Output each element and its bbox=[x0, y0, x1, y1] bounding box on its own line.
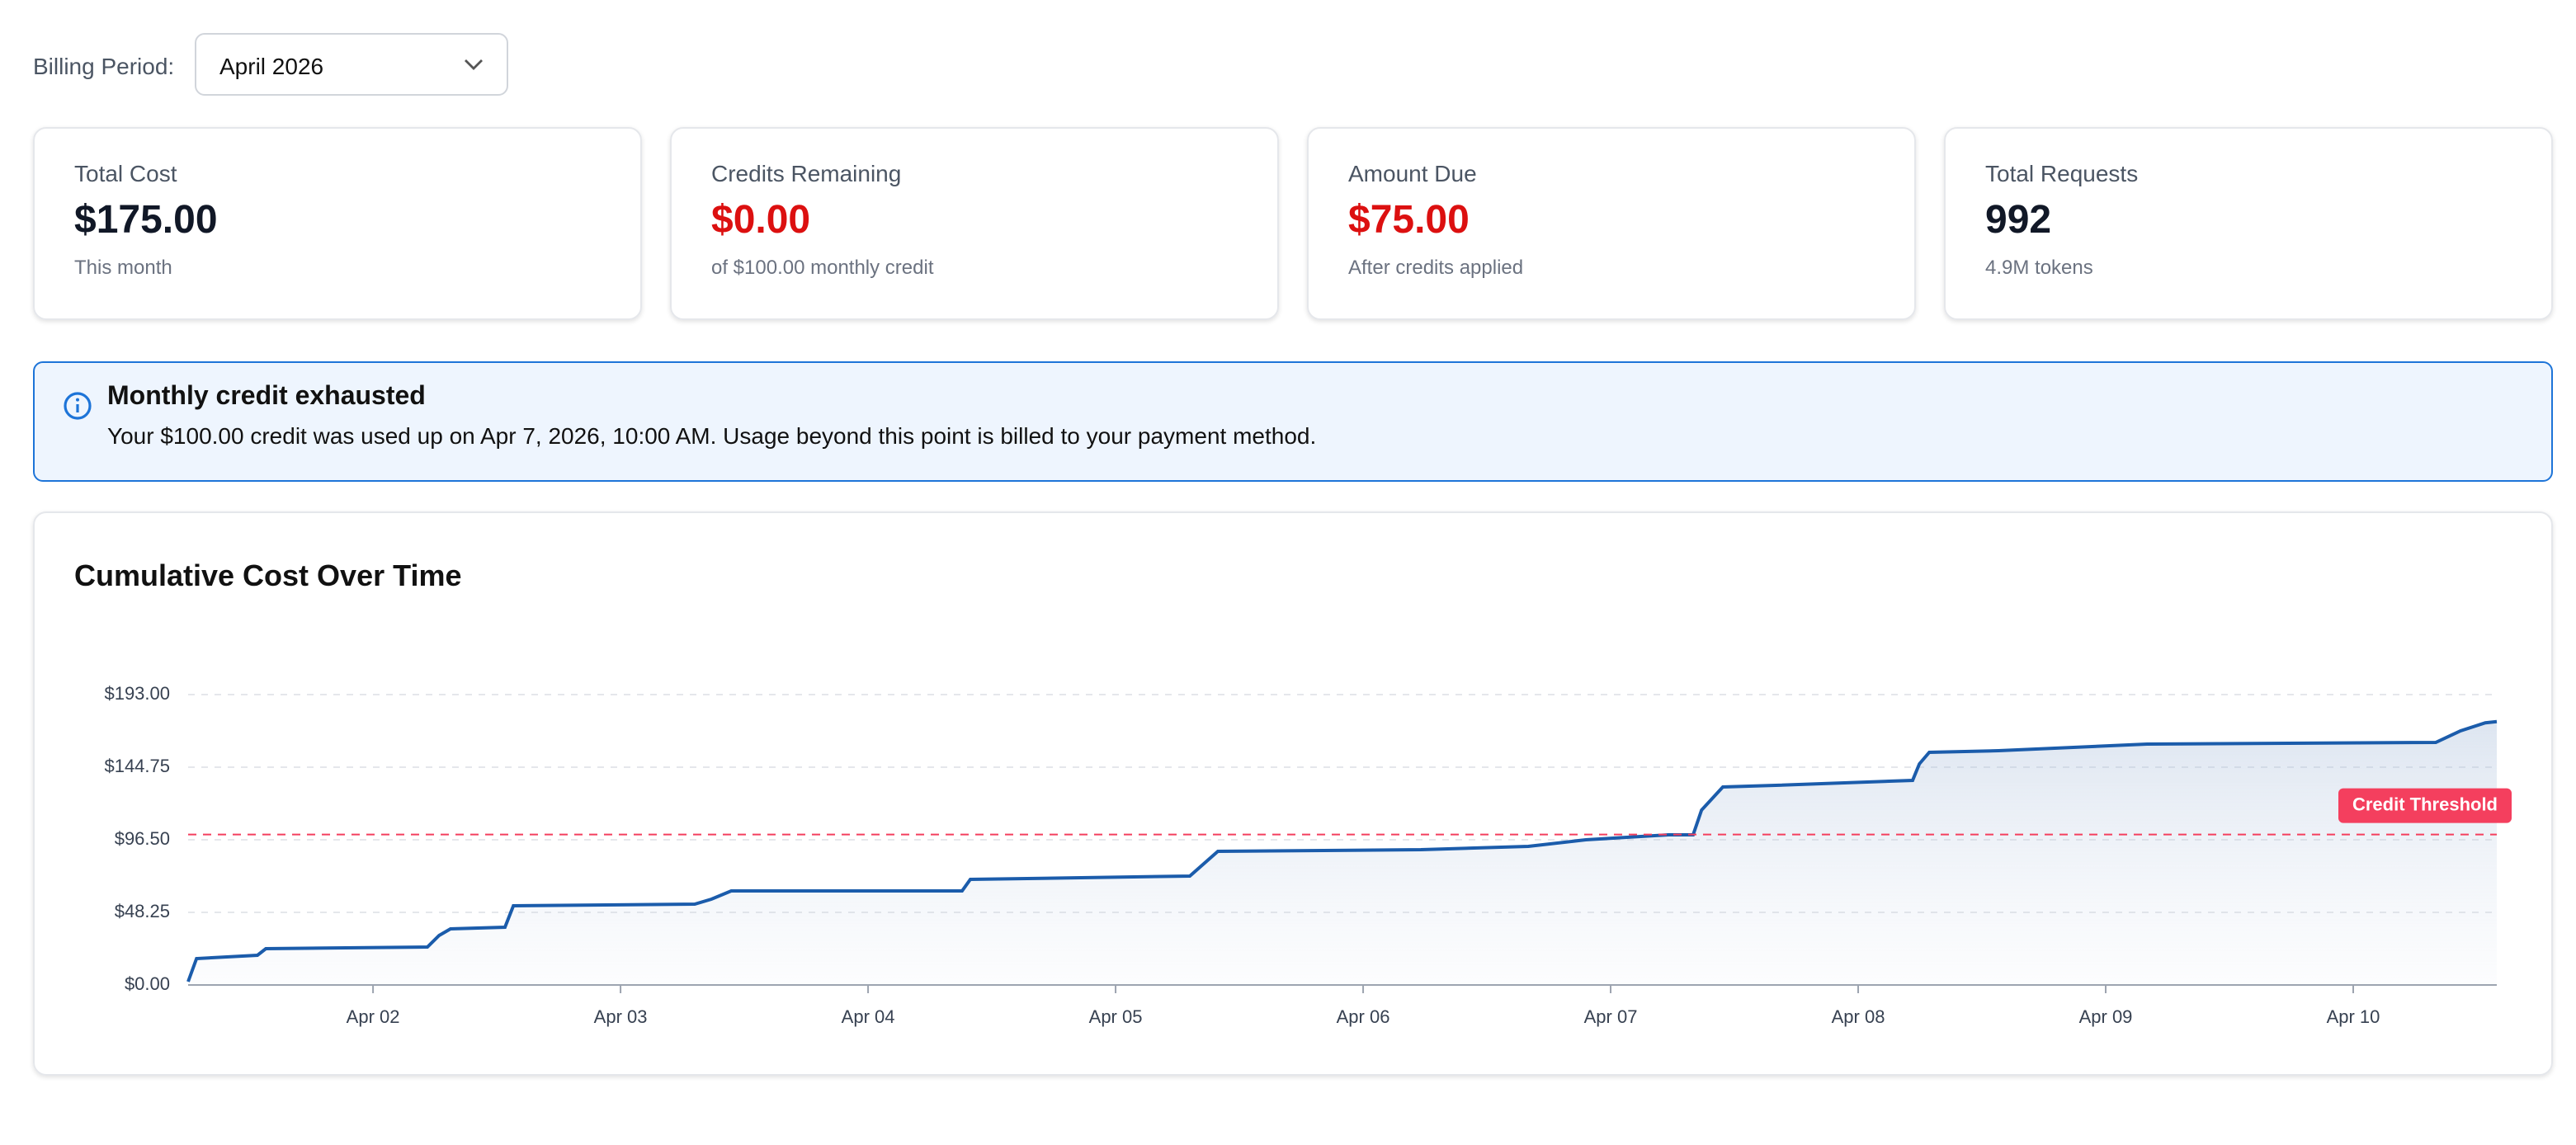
billing-period-select[interactable]: April 2026 bbox=[195, 33, 508, 96]
stat-card: Total Cost $175.00 This month bbox=[33, 127, 642, 320]
y-tick-label: $144.75 bbox=[104, 756, 170, 776]
threshold-label-bg bbox=[2338, 788, 2512, 823]
chart: $0.00 $48.25 $96.50 $144.75 $193.00 Apr 02 Apr… bbox=[104, 683, 2512, 1027]
billing-period-value: April 2026 bbox=[219, 53, 324, 79]
threshold-label: Credit Threshold bbox=[2352, 794, 2498, 814]
x-tick-label: Apr 08 bbox=[1832, 1006, 1885, 1027]
info-icon bbox=[64, 392, 92, 420]
x-tick-label: Apr 09 bbox=[2079, 1006, 2133, 1027]
card-value: $175.00 bbox=[74, 198, 218, 243]
y-tick-label: $96.50 bbox=[115, 828, 170, 849]
x-tick-label: Apr 10 bbox=[2327, 1006, 2380, 1027]
card-note: This month bbox=[74, 256, 172, 279]
card-note: After credits applied bbox=[1348, 256, 1524, 279]
card-label: Total Cost bbox=[74, 160, 177, 186]
y-tick-label: $48.25 bbox=[115, 901, 170, 921]
y-tick-label: $193.00 bbox=[104, 683, 170, 704]
line bbox=[186, 719, 2498, 982]
card-value: $75.00 bbox=[1348, 198, 1470, 243]
x-tick-label: Apr 06 bbox=[1337, 1006, 1390, 1027]
alert: Monthly credit exhausted Your $100.00 cr… bbox=[33, 361, 2553, 482]
chart-title: Cumulative Cost Over Time bbox=[74, 559, 462, 592]
x-tick-label: Apr 05 bbox=[1089, 1006, 1143, 1027]
y-tick-label: $0.00 bbox=[125, 973, 170, 994]
stat-card: Total Requests 992 4.9M tokens bbox=[1944, 127, 2553, 320]
card-label: Amount Due bbox=[1348, 160, 1477, 186]
card-value: 992 bbox=[1985, 198, 2052, 243]
card-value: $0.00 bbox=[711, 198, 811, 243]
x-tick-label: Apr 07 bbox=[1584, 1006, 1638, 1027]
card-note: of $100.00 monthly credit bbox=[711, 256, 934, 279]
alert-text: Your $100.00 credit was used up on Apr 7… bbox=[107, 422, 1317, 449]
billing-period-label: Billing Period: bbox=[33, 53, 175, 79]
card-note: 4.9M tokens bbox=[1985, 256, 2093, 279]
stat-card: Amount Due $75.00 After credits applied bbox=[1307, 127, 1916, 320]
alert-title: Monthly credit exhausted bbox=[107, 383, 426, 411]
x-tick-label: Apr 02 bbox=[347, 1006, 400, 1027]
card-label: Credits Remaining bbox=[711, 160, 902, 186]
chevron-icon bbox=[465, 59, 483, 70]
x-tick-label: Apr 03 bbox=[594, 1006, 648, 1027]
x-tick-label: Apr 04 bbox=[842, 1006, 895, 1027]
card-label: Total Requests bbox=[1985, 160, 2139, 186]
stat-card: Credits Remaining $0.00 of $100.00 month… bbox=[670, 127, 1279, 320]
chart-card: Cumulative Cost Over Time $0.00 $48.25 $96… bbox=[33, 511, 2553, 1076]
area bbox=[188, 721, 2497, 985]
